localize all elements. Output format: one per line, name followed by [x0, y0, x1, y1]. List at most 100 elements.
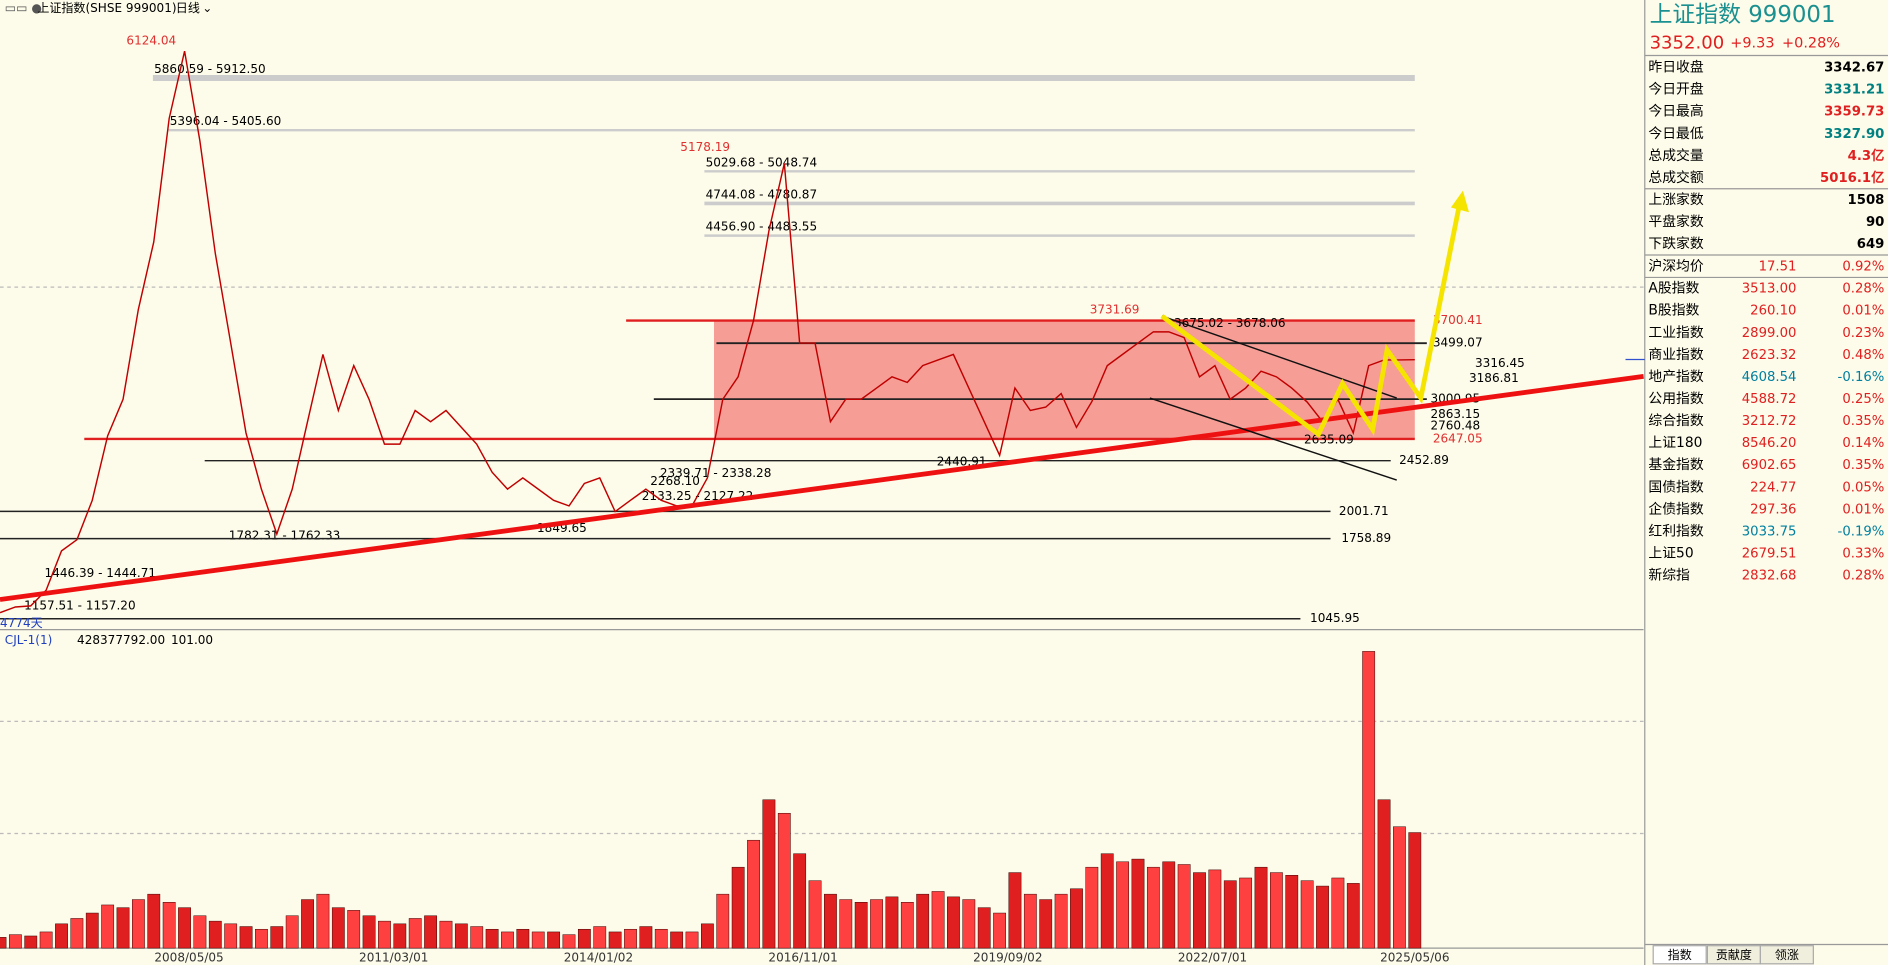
- volume-bar: [1177, 864, 1191, 949]
- volume-bar: [1377, 799, 1391, 949]
- volume-bar: [654, 928, 668, 949]
- volume-bar: [516, 928, 530, 949]
- volume-bar: [331, 907, 345, 949]
- index-name: 基金指数: [1648, 456, 1703, 473]
- quote-label: 今日最低: [1648, 126, 1703, 142]
- volume-bar: [762, 799, 776, 949]
- quote-value: 3359.73: [1824, 105, 1884, 120]
- index-name: 沪深均价: [1648, 259, 1703, 275]
- level-label: 2001.71: [1339, 504, 1389, 518]
- level-label: 5029.68 - 5048.74: [706, 155, 818, 169]
- indicator-extra: 101.00: [171, 633, 213, 647]
- volume-bar: [301, 899, 314, 949]
- volume-bar: [1331, 877, 1345, 949]
- tab-label[interactable]: 贡献度: [1716, 947, 1752, 962]
- index-price: 2679.51: [1742, 547, 1797, 562]
- level-label: 1758.89: [1341, 531, 1391, 545]
- volume-bar: [854, 902, 868, 949]
- index-name: A股指数: [1648, 281, 1699, 297]
- volume-bar: [1100, 853, 1114, 949]
- volume-bar: [8, 934, 22, 949]
- peak-label: 3731.69: [1090, 302, 1140, 316]
- index-name: 地产指数: [1648, 369, 1703, 385]
- tab-label[interactable]: 领涨: [1775, 947, 1799, 962]
- quote-label: 今日最高: [1648, 103, 1703, 120]
- peak-label: 2647.05: [1433, 431, 1483, 445]
- x-tick-label: 2008/05/05: [154, 950, 223, 964]
- volume-bar: [1346, 883, 1360, 949]
- index-name: 新综指: [1648, 568, 1690, 584]
- volume-bar: [900, 902, 914, 949]
- projection-arrow: [1450, 190, 1469, 213]
- index-change: 0.28%: [1842, 569, 1884, 584]
- stock-price: 3352.00: [1650, 32, 1725, 53]
- level-label: 3186.81: [1469, 371, 1519, 385]
- dropdown-arrow[interactable]: ⌄: [202, 1, 212, 15]
- volume-bar: [531, 931, 545, 949]
- volume-bar: [255, 928, 268, 949]
- level-label: 5396.04 - 5405.60: [170, 114, 282, 128]
- volume-bar: [824, 893, 837, 949]
- level-label: 1446.39 - 1444.71: [45, 566, 157, 580]
- trend-line: [0, 373, 1644, 602]
- level-label: 1782.31 - 1762.33: [229, 529, 341, 543]
- toolbar-icon[interactable]: ▭▭ ●: [5, 1, 42, 15]
- tab-label[interactable]: 指数: [1668, 947, 1692, 962]
- volume-bar: [85, 912, 99, 949]
- index-change: 0.92%: [1842, 260, 1884, 275]
- index-change: 0.35%: [1842, 458, 1884, 473]
- peak-label: 3700.41: [1433, 313, 1483, 327]
- x-tick-label: 2022/07/01: [1178, 950, 1247, 964]
- period-selector[interactable]: 日线: [176, 1, 200, 15]
- days-label: 4774天: [0, 616, 43, 630]
- level-label: 5860.59 - 5912.50: [154, 62, 266, 76]
- volume-bar: [424, 915, 437, 949]
- index-price: 3513.00: [1742, 282, 1797, 297]
- index-change: 0.48%: [1842, 348, 1884, 363]
- level-label: 2863.15: [1430, 407, 1480, 421]
- volume-bar: [716, 893, 730, 949]
- quote-value: 1508: [1848, 193, 1885, 208]
- stock-pct: +0.28%: [1782, 35, 1840, 51]
- tab[interactable]: [1652, 945, 1707, 965]
- volume-bar: [1254, 866, 1268, 949]
- volume-bar: [362, 915, 376, 949]
- volume-bar: [1362, 651, 1376, 949]
- volume-bar: [562, 934, 576, 949]
- volume-bar: [270, 926, 284, 949]
- volume-bar: [1193, 872, 1206, 949]
- volume-bar: [316, 893, 330, 949]
- level-label: 1157.51 - 1157.20: [24, 599, 136, 613]
- volume-bar: [747, 839, 760, 949]
- quote-label: 昨日收盘: [1648, 59, 1703, 76]
- index-name: 企债指数: [1648, 500, 1703, 517]
- volume-bar: [993, 912, 1006, 949]
- level-label: 2760.48: [1430, 419, 1480, 433]
- quote-value: 5016.1亿: [1820, 169, 1884, 186]
- volume-bar: [977, 907, 991, 949]
- volume-bar: [470, 926, 484, 949]
- volume-bar: [777, 812, 791, 949]
- volume-bar: [1008, 872, 1022, 949]
- volume-bar: [731, 866, 745, 949]
- quote-value: 90: [1866, 215, 1884, 230]
- level-label: 4744.08 - 4780.87: [706, 187, 818, 201]
- volume-bar: [1408, 832, 1422, 949]
- index-name: 商业指数: [1648, 347, 1703, 363]
- volume-bar: [1316, 885, 1329, 949]
- volume-bar: [408, 918, 422, 949]
- volume-bar: [1039, 899, 1053, 949]
- volume-bar: [1300, 880, 1314, 949]
- index-name: 公用指数: [1648, 391, 1703, 407]
- peak-label: 6124.04: [126, 34, 176, 48]
- volume-bar: [193, 915, 207, 949]
- tab[interactable]: [1759, 945, 1814, 965]
- index-price: 4588.72: [1742, 392, 1797, 407]
- volume-bar: [808, 880, 822, 949]
- volume-bar: [1085, 866, 1099, 949]
- volume-bar: [870, 899, 883, 949]
- index-name: 国债指数: [1648, 479, 1703, 495]
- volume-bar: [178, 907, 191, 949]
- index-change: 0.01%: [1842, 304, 1884, 319]
- volume-bar: [501, 931, 514, 949]
